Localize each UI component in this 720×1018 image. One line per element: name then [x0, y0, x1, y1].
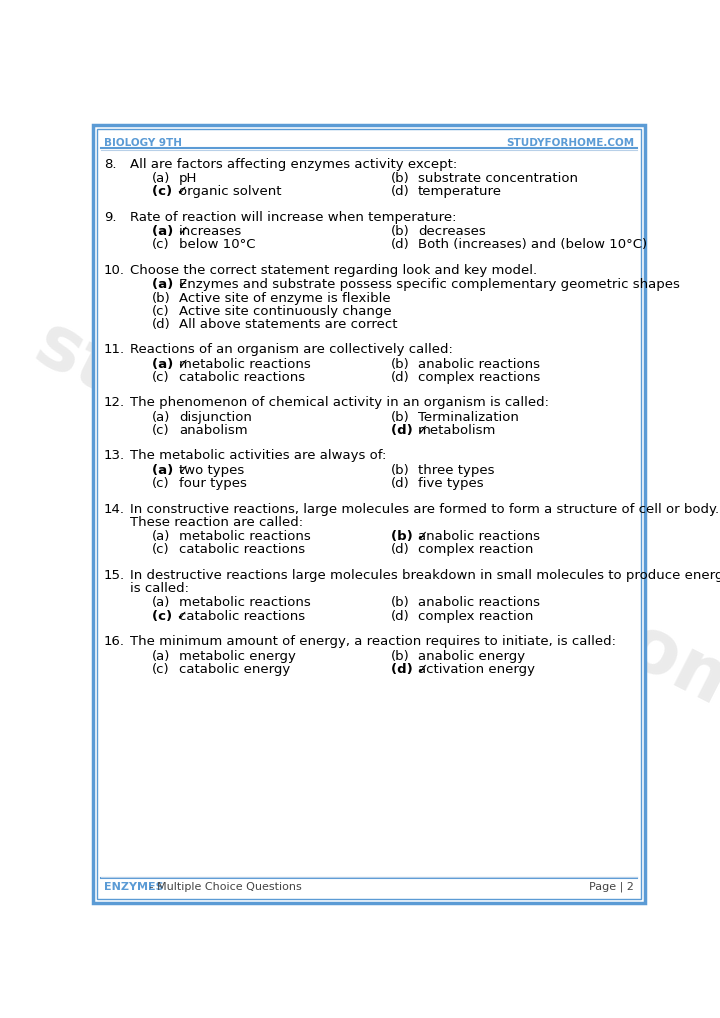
Text: five types: five types	[418, 477, 483, 490]
Text: temperature: temperature	[418, 185, 502, 199]
Text: (c): (c)	[152, 477, 170, 490]
Text: 10.: 10.	[104, 264, 125, 277]
Text: (a): (a)	[152, 172, 171, 185]
Text: catabolic reactions: catabolic reactions	[179, 544, 305, 557]
Text: (c): (c)	[152, 425, 170, 437]
Text: ENZYMES: ENZYMES	[104, 882, 163, 892]
Text: catabolic energy: catabolic energy	[179, 663, 290, 676]
Text: metabolism: metabolism	[418, 425, 496, 437]
Text: The minimum amount of energy, a reaction requires to initiate, is called:: The minimum amount of energy, a reaction…	[130, 635, 616, 648]
Text: Active site of enzyme is flexible: Active site of enzyme is flexible	[179, 291, 391, 304]
Text: (b): (b)	[391, 225, 410, 238]
Text: (b) ✓: (b) ✓	[391, 530, 428, 544]
Text: disjunction: disjunction	[179, 411, 252, 423]
Text: (c): (c)	[152, 304, 170, 318]
Text: All are factors affecting enzymes activity except:: All are factors affecting enzymes activi…	[130, 158, 457, 171]
Text: anabolic reactions: anabolic reactions	[418, 357, 540, 371]
Text: anabolic reactions: anabolic reactions	[418, 597, 540, 610]
Text: 9.: 9.	[104, 211, 117, 224]
Text: (a): (a)	[152, 530, 171, 544]
Text: complex reactions: complex reactions	[418, 371, 540, 384]
Text: Terminalization: Terminalization	[418, 411, 518, 423]
Text: is called:: is called:	[130, 582, 189, 595]
Text: The metabolic activities are always of:: The metabolic activities are always of:	[130, 449, 387, 462]
Text: metabolic reactions: metabolic reactions	[179, 597, 311, 610]
Text: (d): (d)	[391, 371, 410, 384]
Text: 13.: 13.	[104, 449, 125, 462]
Text: Rate of reaction will increase when temperature:: Rate of reaction will increase when temp…	[130, 211, 456, 224]
Text: Reactions of an organism are collectively called:: Reactions of an organism are collectivel…	[130, 343, 453, 356]
Text: (b): (b)	[391, 464, 410, 477]
Text: BIOLOGY 9TH: BIOLOGY 9TH	[104, 138, 182, 149]
Text: four types: four types	[179, 477, 247, 490]
Text: decreases: decreases	[418, 225, 485, 238]
Text: organic solvent: organic solvent	[179, 185, 282, 199]
Text: (a): (a)	[152, 411, 171, 423]
Text: In destructive reactions large molecules breakdown in small molecules to produce: In destructive reactions large molecules…	[130, 569, 720, 581]
Text: catabolic reactions: catabolic reactions	[179, 610, 305, 623]
Text: All above statements are correct: All above statements are correct	[179, 318, 397, 331]
Text: three types: three types	[418, 464, 495, 477]
Text: (a) ✓: (a) ✓	[152, 464, 189, 477]
Text: (c): (c)	[152, 238, 170, 251]
Text: (d): (d)	[391, 610, 410, 623]
Text: anabolic reactions: anabolic reactions	[418, 530, 540, 544]
Text: (b): (b)	[152, 291, 171, 304]
Text: (a): (a)	[152, 597, 171, 610]
Text: metabolic reactions: metabolic reactions	[179, 530, 311, 544]
Text: substrate concentration: substrate concentration	[418, 172, 578, 185]
Text: Both (increases) and (below 10°C): Both (increases) and (below 10°C)	[418, 238, 647, 251]
Text: (d): (d)	[391, 544, 410, 557]
Text: (d): (d)	[152, 318, 171, 331]
Text: - Multiple Choice Questions: - Multiple Choice Questions	[145, 882, 302, 892]
Text: (c): (c)	[152, 663, 170, 676]
Text: (d): (d)	[391, 238, 410, 251]
Text: (a) ✓: (a) ✓	[152, 357, 189, 371]
Text: (b): (b)	[391, 357, 410, 371]
Text: activation energy: activation energy	[418, 663, 535, 676]
Text: (d): (d)	[391, 185, 410, 199]
Text: anabolic energy: anabolic energy	[418, 649, 525, 663]
Text: 15.: 15.	[104, 569, 125, 581]
Text: These reaction are called:: These reaction are called:	[130, 516, 303, 528]
Text: 14.: 14.	[104, 503, 125, 515]
Text: metabolic reactions: metabolic reactions	[179, 357, 311, 371]
Text: 12.: 12.	[104, 396, 125, 409]
Text: (b): (b)	[391, 649, 410, 663]
Text: complex reaction: complex reaction	[418, 610, 534, 623]
Text: metabolic energy: metabolic energy	[179, 649, 296, 663]
Text: (c) ✓: (c) ✓	[152, 610, 188, 623]
Text: (a): (a)	[152, 649, 171, 663]
Text: (c): (c)	[152, 544, 170, 557]
Text: Page | 2: Page | 2	[589, 882, 634, 892]
Text: In constructive reactions, large molecules are formed to form a structure of cel: In constructive reactions, large molecul…	[130, 503, 719, 515]
Text: The phenomenon of chemical activity in an organism is called:: The phenomenon of chemical activity in a…	[130, 396, 549, 409]
Text: Active site continuously change: Active site continuously change	[179, 304, 392, 318]
Text: two types: two types	[179, 464, 244, 477]
Text: 16.: 16.	[104, 635, 125, 648]
Text: (d): (d)	[391, 477, 410, 490]
Text: 8.: 8.	[104, 158, 117, 171]
Text: Choose the correct statement regarding look and key model.: Choose the correct statement regarding l…	[130, 264, 537, 277]
Text: 11.: 11.	[104, 343, 125, 356]
Text: (b): (b)	[391, 411, 410, 423]
Text: (a) ✓: (a) ✓	[152, 225, 189, 238]
Text: complex reaction: complex reaction	[418, 544, 534, 557]
Text: STUDYFORHOME.COM: STUDYFORHOME.COM	[506, 138, 634, 149]
Text: pH: pH	[179, 172, 197, 185]
Text: below 10°C: below 10°C	[179, 238, 256, 251]
Text: (d) ✓: (d) ✓	[391, 425, 428, 437]
Text: (c) ✓: (c) ✓	[152, 185, 188, 199]
Text: (c): (c)	[152, 371, 170, 384]
Text: (a) ✓: (a) ✓	[152, 279, 189, 291]
Text: increases: increases	[179, 225, 243, 238]
Text: (b): (b)	[391, 597, 410, 610]
Text: Enzymes and substrate possess specific complementary geometric shapes: Enzymes and substrate possess specific c…	[179, 279, 680, 291]
Text: (d) ✓: (d) ✓	[391, 663, 428, 676]
Text: catabolic reactions: catabolic reactions	[179, 371, 305, 384]
Text: anabolism: anabolism	[179, 425, 248, 437]
Text: (b): (b)	[391, 172, 410, 185]
Text: studyforhome.com: studyforhome.com	[22, 308, 720, 734]
